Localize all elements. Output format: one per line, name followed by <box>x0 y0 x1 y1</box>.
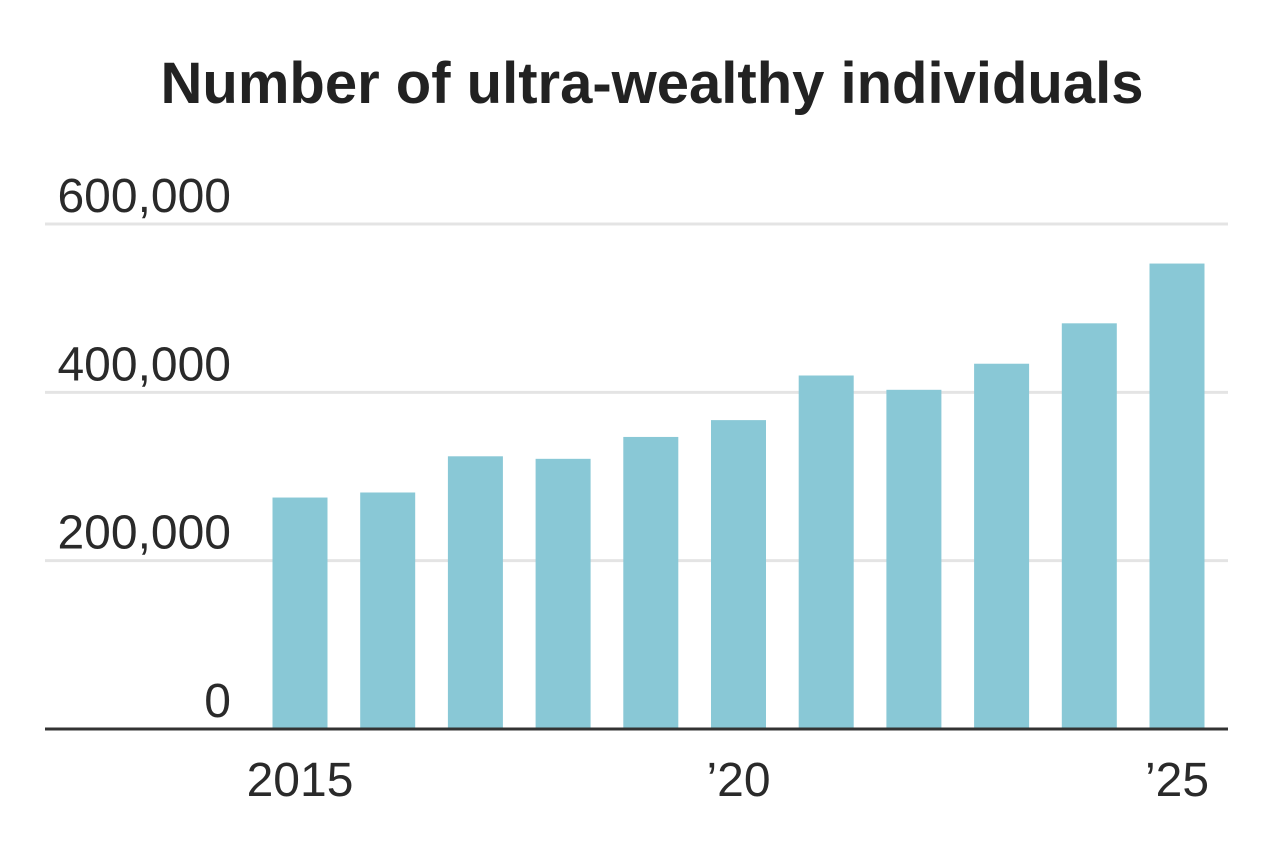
x-tick-label: ’20 <box>706 754 770 807</box>
bar-2020 <box>711 420 766 729</box>
bar-2024 <box>1061 323 1117 729</box>
bar-2019 <box>623 436 679 729</box>
x-axis-tick-labels: 2015 ’20 ’25 <box>247 754 1209 807</box>
x-tick-label: ’25 <box>1145 754 1209 807</box>
bar-2022 <box>886 389 942 729</box>
y-tick-label: 600,000 <box>57 170 231 223</box>
y-tick-label: 0 <box>204 675 231 728</box>
bar-2016 <box>360 492 416 729</box>
bar-2017 <box>447 456 503 729</box>
chart-title: Number of ultra-wealthy individuals <box>161 51 1144 116</box>
bars <box>272 263 1205 729</box>
bar-2021 <box>798 375 854 729</box>
bar-2025 <box>1149 263 1205 729</box>
bar-2023 <box>974 363 1030 729</box>
y-tick-label: 400,000 <box>57 338 231 391</box>
x-tick-label: 2015 <box>247 754 354 807</box>
y-tick-label: 200,000 <box>57 507 231 560</box>
bar-2018 <box>535 458 591 729</box>
y-axis-tick-labels: 0 200,000 400,000 600,000 <box>57 170 231 728</box>
bar-2015 <box>272 497 328 729</box>
